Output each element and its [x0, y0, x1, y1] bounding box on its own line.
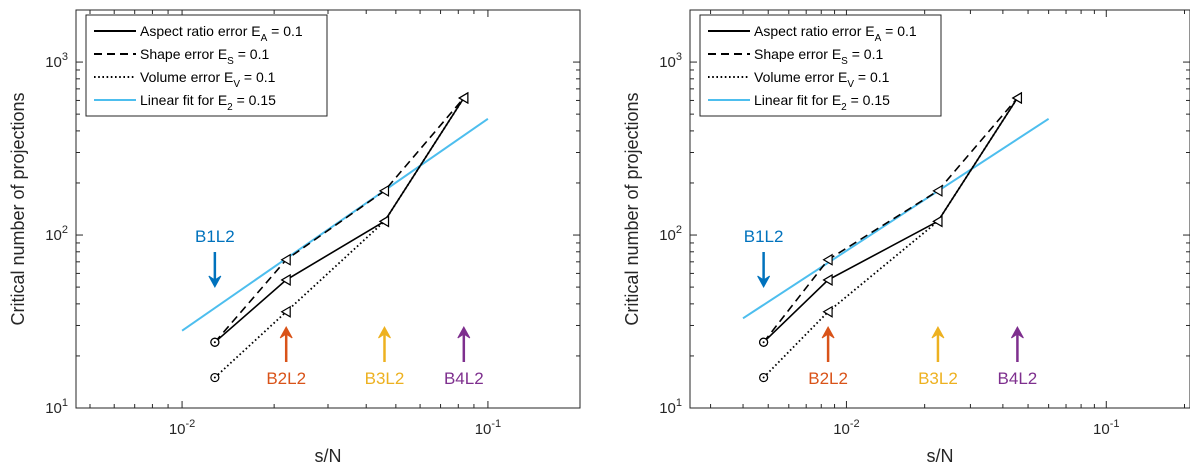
- data-point-marker: [822, 305, 833, 318]
- y-axis-label: Critical number of projections: [8, 92, 28, 325]
- tick-marks: [76, 9, 581, 409]
- data-point-marker: [280, 305, 291, 318]
- annotation-arrow-head: [1010, 325, 1024, 339]
- data-point-marker: [932, 215, 943, 228]
- annotation-label: B1L2: [744, 227, 784, 246]
- x-tick-label: 10-1: [1093, 418, 1119, 438]
- annotation-label: B4L2: [998, 369, 1038, 388]
- legend-entry: Shape error ES = 0.1: [140, 46, 269, 67]
- x-tick-label: 10-2: [169, 418, 195, 438]
- annotation-label: B4L2: [444, 369, 484, 388]
- y-tick-label: 102: [45, 224, 68, 244]
- annotation-label: B3L2: [918, 369, 958, 388]
- data-point-center: [762, 341, 765, 344]
- plot-area: [689, 9, 1190, 409]
- data-point-marker: [378, 215, 390, 228]
- data-layer: [742, 91, 1050, 383]
- legend-entry: Linear fit for E2 = 0.15: [754, 92, 890, 113]
- x-axis-label: s/N: [315, 446, 342, 466]
- x-axis-label: s/N: [927, 446, 954, 466]
- annotation-arrow-head: [279, 325, 293, 339]
- y-tick-label: 102: [659, 224, 682, 244]
- series-line-V: [762, 97, 1019, 379]
- data-point-center: [213, 341, 216, 344]
- annotation-label: B2L2: [266, 369, 306, 388]
- left-chart-panel: 10-2 10-1 101 102 103 s/N Critical number of p…: [8, 9, 581, 466]
- y-tick-label: 103: [659, 51, 682, 71]
- series-line-A: [763, 97, 1019, 343]
- data-layer: [181, 91, 489, 383]
- data-point-marker: [932, 184, 943, 197]
- data-point-marker: [822, 273, 833, 286]
- data-point-center: [762, 376, 765, 379]
- annotation-B4L2: B4L2: [998, 325, 1038, 388]
- annotation-B2L2: B2L2: [808, 325, 848, 388]
- data-point-marker: [280, 273, 291, 286]
- annotation-label: B3L2: [365, 369, 405, 388]
- annotation-label: B2L2: [808, 369, 848, 388]
- annotation-B3L2: B3L2: [918, 325, 958, 388]
- annotation-arrow-head: [821, 325, 835, 339]
- data-point-marker: [280, 253, 291, 266]
- y-tick-label: 103: [45, 51, 68, 71]
- series-line-A: [214, 97, 465, 343]
- annotation-B3L2: B3L2: [365, 325, 405, 388]
- series-line-S: [762, 97, 1019, 343]
- legend-entry: Shape error ES = 0.1: [754, 46, 883, 67]
- annotation-arrow-head: [378, 325, 391, 339]
- annotation-arrow-head: [931, 325, 945, 339]
- y-tick-label: 101: [45, 397, 68, 417]
- annotation-arrow-head: [757, 275, 771, 289]
- annotation-B1L2: B1L2: [195, 227, 235, 289]
- annotation-arrow-head: [457, 325, 471, 339]
- data-point-marker: [458, 91, 469, 105]
- y-tick-label: 101: [659, 397, 682, 417]
- data-point-marker: [1011, 91, 1023, 105]
- series-line-2: [742, 117, 1050, 320]
- series-line-V: [214, 97, 465, 379]
- legend-entry: Volume error EV = 0.1: [754, 69, 890, 90]
- annotation-label: B1L2: [195, 227, 235, 246]
- right-chart-panel: 10-2 10-1 101 102 103 s/N Critical number of p…: [622, 9, 1190, 466]
- tick-marks: [690, 9, 1190, 409]
- legend-entry: Aspect ratio error EA = 0.1: [140, 23, 303, 44]
- annotation-B1L2: B1L2: [744, 227, 784, 289]
- series-line-S: [214, 97, 465, 343]
- legend-entry: Volume error EV = 0.1: [140, 69, 276, 90]
- data-point-marker: [822, 253, 833, 266]
- data-point-marker: [378, 184, 390, 197]
- legend-entry: Linear fit for E2 = 0.15: [140, 92, 276, 113]
- x-tick-label: 10-1: [475, 418, 501, 438]
- annotation-arrow-head: [208, 275, 222, 289]
- annotation-B2L2: B2L2: [266, 325, 306, 388]
- annotation-B4L2: B4L2: [444, 325, 484, 388]
- x-tick-label: 10-2: [833, 418, 859, 438]
- y-axis-label: Critical number of projections: [622, 92, 642, 325]
- data-point-center: [213, 376, 216, 379]
- legend-entry: Aspect ratio error EA = 0.1: [754, 23, 917, 44]
